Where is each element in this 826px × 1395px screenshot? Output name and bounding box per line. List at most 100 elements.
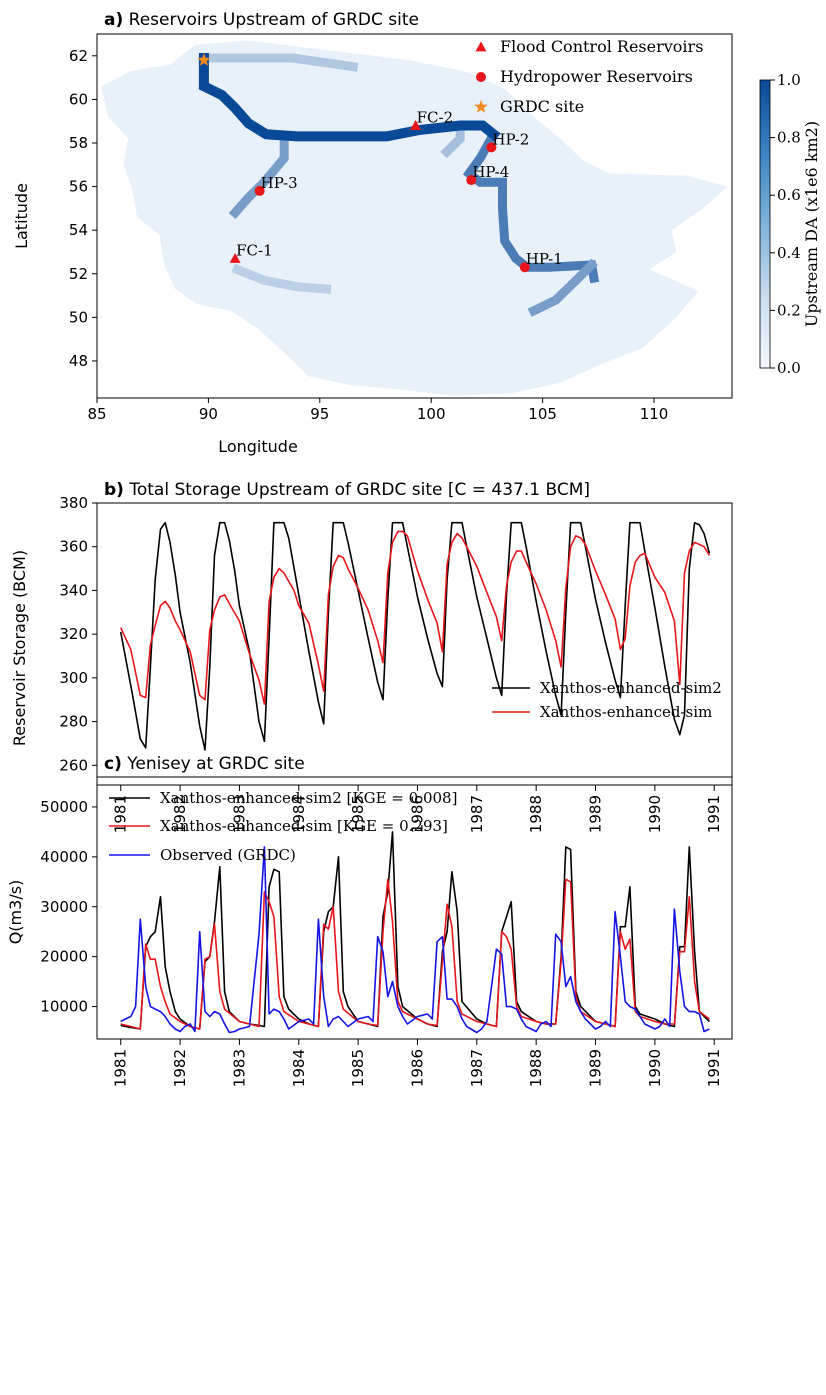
x-tick-label: 1988	[527, 1049, 545, 1087]
y-tick-label: 62	[69, 47, 88, 65]
panel-b-series	[119, 521, 711, 751]
basin-area	[101, 40, 728, 396]
panel-a-ylabel: Latitude	[12, 183, 31, 249]
x-tick-label: 95	[310, 405, 329, 423]
legend-grdc-site-icon	[474, 100, 488, 113]
x-tick-label: 1985	[349, 795, 367, 833]
y-tick-label: 320	[59, 625, 88, 643]
y-tick-label: 58	[69, 134, 88, 152]
panel-c-axes: 1981 1982 1983 1984 1985 1986 1987 1988 1989 1990…	[40, 798, 723, 1087]
panel-a-xlabel: Longitude	[218, 437, 298, 456]
legend-entry: Xanthos-enhanced-sim2	[540, 679, 722, 697]
x-tick-label: 1984	[290, 1049, 308, 1087]
y-tick-label: 50	[69, 308, 88, 326]
x-tick-label: 1990	[646, 1049, 664, 1087]
panel-b: b) Total Storage Upstream of GRDC site […	[10, 480, 733, 833]
y-tick-label: 48	[69, 352, 88, 370]
y-tick-label: 260	[59, 756, 88, 774]
colorbar-tick-label: 0.4	[777, 244, 801, 262]
legend-entry: GRDC site	[500, 97, 584, 116]
series-line-2	[119, 530, 711, 705]
x-tick-label: 1985	[349, 1049, 367, 1087]
colorbar: 0.0 0.2 0.4 0.6 0.8 1.0 Upstream DA (x1e6 km2…	[759, 71, 821, 377]
x-tick-label: 1981	[112, 1049, 130, 1087]
x-tick-label: 100	[417, 405, 446, 423]
legend-entry: Flood Control Reservoirs	[500, 37, 703, 56]
panel-c-title-text: Yenisey at GRDC site	[126, 754, 304, 774]
reservoir-label: HP-4	[472, 163, 509, 181]
panel-b-label: b)	[104, 480, 124, 500]
y-tick-label: 380	[59, 494, 88, 512]
x-tick-label: 1981	[112, 795, 130, 833]
panel-c-title: c) Yenisey at GRDC site	[104, 754, 305, 774]
series-line-1	[119, 521, 711, 751]
x-tick-label: 110	[640, 405, 669, 423]
tributary-3	[228, 131, 289, 220]
main-river	[198, 53, 501, 142]
colorbar-label: Upstream DA (x1e6 km2)	[802, 121, 821, 327]
series-line-2	[120, 878, 710, 1030]
colorbar-tick-label: 0.0	[777, 359, 801, 377]
x-tick-label: 1982	[171, 1049, 189, 1087]
tributary-1	[462, 128, 600, 284]
panel-b-title-text: Total Storage Upstream of GRDC site [C =…	[128, 480, 590, 500]
y-tick-label: 52	[69, 265, 88, 283]
legend-entry: Observed (GRDC)	[160, 846, 296, 864]
hydropower-marker	[466, 175, 477, 186]
x-tick-label: 1990	[646, 795, 664, 833]
y-tick-label: 300	[59, 669, 88, 687]
panel-c-legend: Xanthos-enhanced-sim2 [KGE = 0.008] Xanth…	[109, 789, 457, 864]
y-tick-label: 40000	[40, 848, 88, 866]
tributary-6	[231, 263, 332, 294]
reservoir-label: HP-3	[261, 174, 298, 192]
reservoir-markers: FC-2 FC-1 HP-2 HP-4 HP-3 HP-1	[197, 53, 563, 273]
x-tick-label: 1986	[408, 795, 426, 833]
grdc-site-marker	[197, 53, 211, 66]
flood-control-marker	[229, 253, 241, 263]
panel-c: c) Yenisey at GRDC site 1981 1982 1983 1984…	[6, 754, 733, 1087]
colorbar-tick-label: 0.6	[777, 186, 801, 204]
reservoir-label: FC-2	[417, 109, 454, 127]
panel-a: a) Reservoirs Upstream of GRDC site FC-2…	[12, 10, 821, 456]
x-tick-label: 1983	[230, 1049, 248, 1087]
y-tick-label: 340	[59, 581, 88, 599]
y-tick-label: 30000	[40, 898, 88, 916]
colorbar-bar	[759, 79, 771, 369]
x-tick-label: 1983	[230, 795, 248, 833]
panel-a-title: a) Reservoirs Upstream of GRDC site	[104, 10, 419, 30]
colorbar-tick-label: 0.8	[777, 129, 801, 147]
x-tick-label: 1984	[290, 795, 308, 833]
flood-control-marker	[410, 120, 422, 130]
panel-c-ylabel: Q(m3/s)	[6, 880, 25, 945]
colorbar-tick-label: 0.2	[777, 301, 801, 319]
y-tick-label: 360	[59, 538, 88, 556]
x-tick-label: 1986	[408, 1049, 426, 1087]
x-tick-label: 1987	[468, 1049, 486, 1087]
panel-b-ylabel: Reservoir Storage (BCM)	[10, 550, 29, 746]
hydropower-marker	[519, 262, 530, 273]
y-tick-label: 10000	[40, 998, 88, 1016]
series-line-3	[120, 846, 710, 1034]
y-tick-label: 50000	[40, 798, 88, 816]
colorbar-ticks: 0.0 0.2 0.4 0.6 0.8 1.0	[770, 71, 801, 377]
y-tick-label: 54	[69, 221, 88, 239]
colorbar-tick-label: 1.0	[777, 71, 801, 89]
legend-entry: Xanthos-enhanced-sim	[540, 703, 712, 721]
panel-a-title-text: Reservoirs Upstream of GRDC site	[129, 10, 419, 30]
panel-a-frame	[96, 33, 733, 399]
y-tick-label: 60	[69, 90, 88, 108]
x-tick-label: 1988	[527, 795, 545, 833]
legend-hydropower-icon	[476, 72, 486, 82]
legend-entry: Xanthos-enhanced-sim [KGE = 0.293]	[160, 817, 448, 835]
panel-c-series	[120, 831, 710, 1034]
reservoir-label: HP-1	[526, 250, 563, 268]
x-tick-label: 1982	[171, 795, 189, 833]
y-tick-label: 56	[69, 178, 88, 196]
river-network	[198, 53, 600, 317]
tributary-2	[527, 258, 598, 317]
reservoir-label: HP-2	[492, 130, 529, 148]
x-tick-label: 1987	[468, 795, 486, 833]
legend-flood-control-icon	[475, 41, 487, 52]
x-tick-label: 1989	[587, 1049, 605, 1087]
